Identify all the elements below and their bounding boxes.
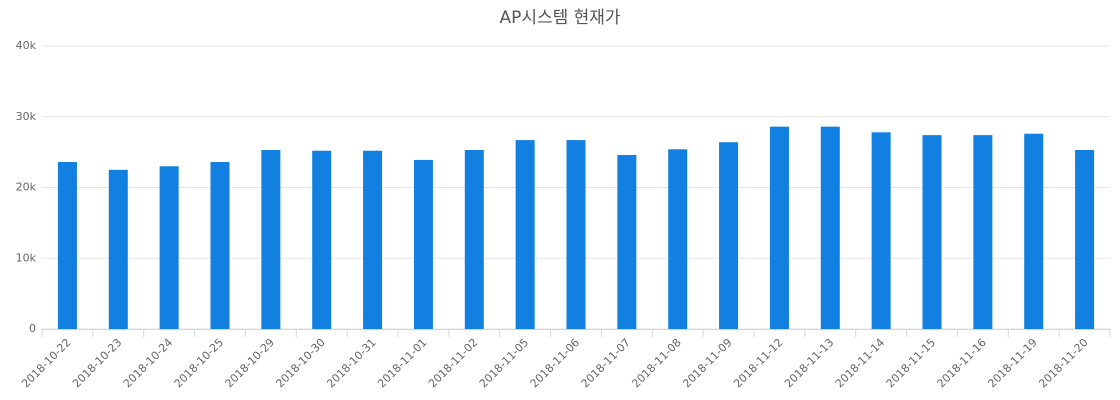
y-tick-label: 0 — [29, 322, 36, 335]
x-tick-label: 2018-10-23 — [70, 336, 124, 390]
bar — [668, 149, 688, 329]
bar — [57, 162, 77, 329]
x-tick-label: 2018-11-06 — [528, 336, 582, 390]
x-tick-label: 2018-10-25 — [172, 336, 226, 390]
x-tick-label: 2018-11-12 — [731, 336, 785, 390]
x-tick-label: 2018-11-09 — [680, 336, 734, 390]
bar — [973, 135, 993, 329]
y-tick-label: 10k — [16, 251, 37, 264]
x-tick-label: 2018-11-16 — [935, 336, 989, 390]
y-tick-label: 20k — [16, 181, 37, 194]
bar — [566, 140, 586, 329]
bar — [464, 150, 484, 329]
bar — [871, 132, 891, 329]
bar — [312, 150, 332, 329]
bar — [413, 159, 433, 329]
bar — [719, 142, 739, 329]
bar — [617, 154, 637, 329]
bar — [210, 162, 230, 329]
x-tick-label: 2018-10-31 — [324, 336, 378, 390]
x-tick-label: 2018-11-20 — [1036, 336, 1090, 390]
bar — [261, 150, 281, 329]
bar — [769, 126, 789, 329]
chart-title: AP시스템 현재가 — [499, 8, 620, 28]
bar — [820, 126, 840, 329]
x-tick-label: 2018-11-01 — [375, 336, 429, 390]
x-tick-label: 2018-10-30 — [273, 336, 327, 390]
bar — [108, 169, 128, 329]
bar — [1075, 150, 1095, 329]
y-tick-label: 40k — [16, 39, 37, 52]
x-tick-label: 2018-11-19 — [985, 336, 1039, 390]
y-tick-label: 30k — [16, 110, 37, 123]
bar — [922, 135, 942, 329]
x-tick-label: 2018-10-22 — [19, 336, 73, 390]
bar — [363, 150, 383, 329]
x-tick-label: 2018-11-07 — [579, 336, 633, 390]
x-tick-label: 2018-11-13 — [782, 336, 836, 390]
bar — [515, 140, 535, 329]
x-tick-label: 2018-11-14 — [833, 336, 887, 390]
x-tick-label: 2018-11-02 — [426, 336, 480, 390]
x-tick-label: 2018-11-15 — [884, 336, 938, 390]
x-tick-label: 2018-10-29 — [223, 336, 277, 390]
bar — [1024, 133, 1044, 329]
x-tick-label: 2018-10-24 — [121, 336, 175, 390]
bar — [159, 166, 179, 329]
x-tick-label: 2018-11-08 — [629, 336, 683, 390]
x-tick-label: 2018-11-05 — [477, 336, 531, 390]
